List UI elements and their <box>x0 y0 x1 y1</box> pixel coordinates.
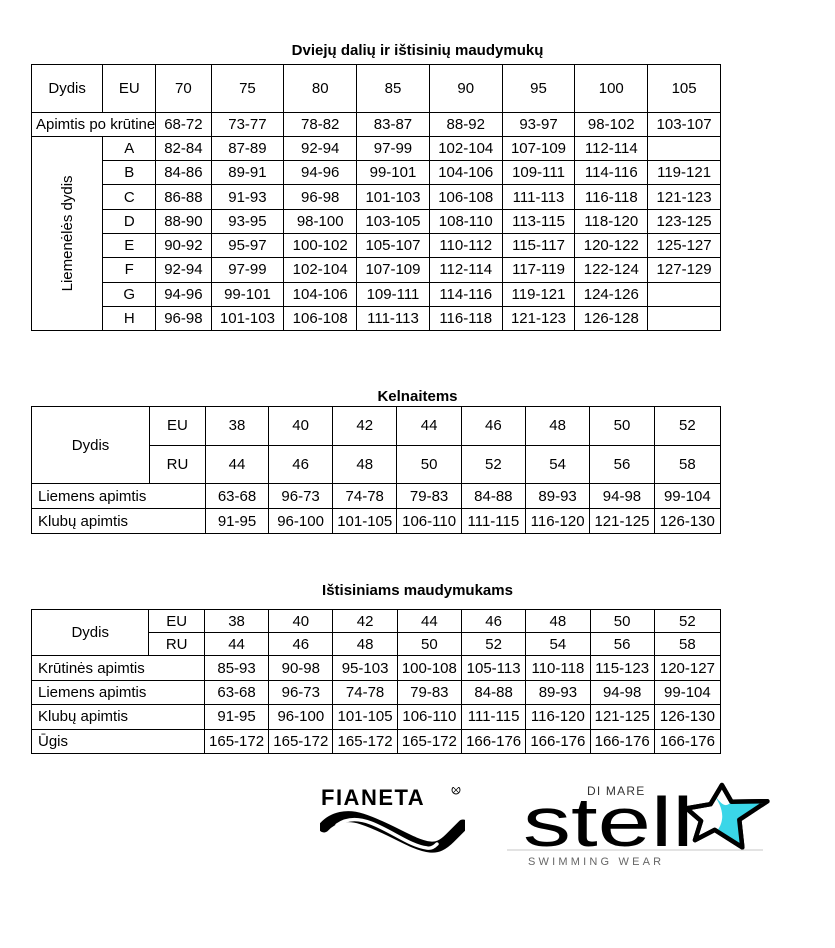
svg-text:FIANETA: FIANETA <box>321 787 425 810</box>
